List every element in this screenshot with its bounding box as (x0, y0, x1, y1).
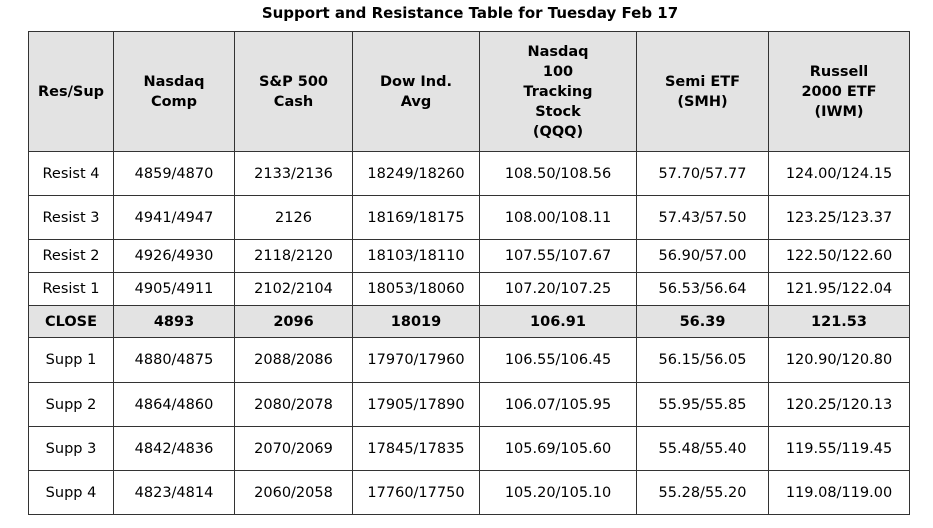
table-cell: 2118/2120 (234, 239, 353, 273)
table-cell: 105.69/105.60 (479, 426, 637, 471)
table-cell: 56.39 (636, 305, 769, 338)
row-label: Supp 4 (28, 470, 114, 515)
table-cell: 57.43/57.50 (636, 195, 769, 240)
table-cell: 121.95/122.04 (768, 272, 910, 306)
row-label: Resist 2 (28, 239, 114, 273)
table-cell: 4864/4860 (113, 382, 235, 427)
col-header-res-sup: Res/Sup (28, 31, 114, 152)
table-cell: 2088/2086 (234, 337, 353, 383)
table-cell: 123.25/123.37 (768, 195, 910, 240)
table-cell: 4823/4814 (113, 470, 235, 515)
table-title: Support and Resistance Table for Tuesday… (261, 4, 679, 22)
table-cell: 122.50/122.60 (768, 239, 910, 273)
col-header-iwm: Russell 2000 ETF (IWM) (768, 31, 910, 152)
col-header-qqq: Nasdaq 100 Tracking Stock (QQQ) (479, 31, 637, 152)
table-cell: 107.20/107.25 (479, 272, 637, 306)
table-cell: 2133/2136 (234, 151, 353, 196)
table-cell: 2126 (234, 195, 353, 240)
table-cell: 108.00/108.11 (479, 195, 637, 240)
row-label: Resist 4 (28, 151, 114, 196)
table-cell: 18019 (352, 305, 480, 338)
table-cell: 56.15/56.05 (636, 337, 769, 383)
table-cell: 4880/4875 (113, 337, 235, 383)
table-cell: 57.70/57.77 (636, 151, 769, 196)
table-cell: 55.95/55.85 (636, 382, 769, 427)
table-cell: 124.00/124.15 (768, 151, 910, 196)
table-cell: 119.55/119.45 (768, 426, 910, 471)
table-row: Supp 1 4880/4875 2088/2086 17970/17960 1… (28, 337, 910, 383)
table-cell: 106.91 (479, 305, 637, 338)
table-cell: 119.08/119.00 (768, 470, 910, 515)
table-row: Resist 2 4926/4930 2118/2120 18103/18110… (28, 239, 910, 273)
table-cell: 2070/2069 (234, 426, 353, 471)
table-cell: 120.25/120.13 (768, 382, 910, 427)
table-cell: 4926/4930 (113, 239, 235, 273)
table-cell: 105.20/105.10 (479, 470, 637, 515)
table-cell: 55.48/55.40 (636, 426, 769, 471)
table-cell: 120.90/120.80 (768, 337, 910, 383)
table-row: Supp 2 4864/4860 2080/2078 17905/17890 1… (28, 382, 910, 427)
table-cell: 18053/18060 (352, 272, 480, 306)
table-row: Resist 3 4941/4947 2126 18169/18175 108.… (28, 195, 910, 240)
row-label: CLOSE (28, 305, 114, 338)
col-header-dow-ind-avg: Dow Ind. Avg (352, 31, 480, 152)
table-cell: 18249/18260 (352, 151, 480, 196)
table-cell: 106.07/105.95 (479, 382, 637, 427)
row-label: Resist 1 (28, 272, 114, 306)
table-cell: 4859/4870 (113, 151, 235, 196)
table-cell: 108.50/108.56 (479, 151, 637, 196)
row-label: Supp 3 (28, 426, 114, 471)
table-cell: 2096 (234, 305, 353, 338)
table-cell: 2080/2078 (234, 382, 353, 427)
row-label: Supp 2 (28, 382, 114, 427)
table-row: Resist 4 4859/4870 2133/2136 18249/18260… (28, 151, 910, 196)
col-header-sp500-cash: S&P 500 Cash (234, 31, 353, 152)
header-row: Res/Sup Nasdaq Comp S&P 500 Cash Dow Ind. A… (28, 31, 910, 152)
table-cell: 4941/4947 (113, 195, 235, 240)
table-row: Resist 1 4905/4911 2102/2104 18053/18060… (28, 272, 910, 306)
table-row: Supp 3 4842/4836 2070/2069 17845/17835 1… (28, 426, 910, 471)
row-label: Supp 1 (28, 337, 114, 383)
table-cell: 56.53/56.64 (636, 272, 769, 306)
col-header-smh: Semi ETF (SMH) (636, 31, 769, 152)
table-cell: 17905/17890 (352, 382, 480, 427)
table-row-close: CLOSE 4893 2096 18019 106.91 56.39 121.5… (28, 305, 910, 338)
col-header-nasdaq-comp: Nasdaq Comp (113, 31, 235, 152)
table-cell: 17760/17750 (352, 470, 480, 515)
table-cell: 121.53 (768, 305, 910, 338)
table-cell: 4905/4911 (113, 272, 235, 306)
table-cell: 17845/17835 (352, 426, 480, 471)
table-cell: 2060/2058 (234, 470, 353, 515)
table-cell: 55.28/55.20 (636, 470, 769, 515)
table-cell: 56.90/57.00 (636, 239, 769, 273)
table-cell: 4893 (113, 305, 235, 338)
table-row: Supp 4 4823/4814 2060/2058 17760/17750 1… (28, 470, 910, 515)
table-cell: 106.55/106.45 (479, 337, 637, 383)
table-cell: 17970/17960 (352, 337, 480, 383)
table-cell: 18103/18110 (352, 239, 480, 273)
table-cell: 4842/4836 (113, 426, 235, 471)
row-label: Resist 3 (28, 195, 114, 240)
table-cell: 2102/2104 (234, 272, 353, 306)
table-cell: 107.55/107.67 (479, 239, 637, 273)
support-resistance-table: Res/Sup Nasdaq Comp S&P 500 Cash Dow Ind. A… (28, 31, 910, 515)
table-cell: 18169/18175 (352, 195, 480, 240)
